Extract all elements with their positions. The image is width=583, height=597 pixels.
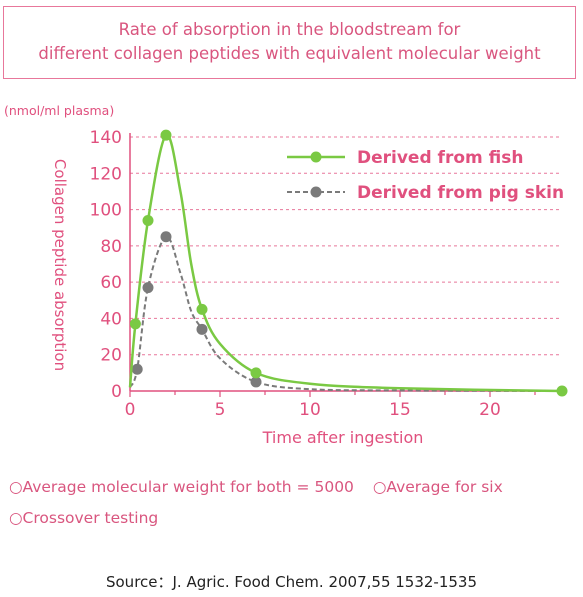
x-tick-label: 5 <box>215 400 226 420</box>
legend: Derived from fish Derived from pig skin <box>287 148 564 203</box>
chart-title-box: Rate of absorption in the bloodstream fo… <box>3 6 576 79</box>
legend-label-fish: Derived from fish <box>357 148 523 168</box>
axes <box>129 133 562 397</box>
data-point-fish <box>250 367 262 379</box>
data-point-pig-skin <box>131 363 143 375</box>
x-tick-label: 15 <box>389 400 411 420</box>
x-tick-label: 10 <box>299 400 321 420</box>
y-axis-title: Collagen peptide absorption <box>51 159 69 371</box>
y-tick-label: 120 <box>90 164 122 184</box>
data-point-pig-skin <box>142 282 154 294</box>
x-axis-title: Time after ingestion <box>262 428 424 447</box>
y-unit-label: (nmol/ml plasma) <box>4 103 114 118</box>
data-point-pig-skin <box>196 323 208 335</box>
absorption-line-chart: (nmol/ml plasma) Collagen peptide absorp… <box>4 103 568 447</box>
data-point-fish <box>160 129 172 141</box>
note-line-1: ○Average molecular weight for both = 500… <box>9 478 503 496</box>
x-tick-label: 0 <box>125 400 136 420</box>
data-point-fish <box>196 303 208 315</box>
note-molecular-weight: ○Average molecular weight for both = 500… <box>9 478 354 496</box>
y-tick-label: 0 <box>111 382 122 402</box>
x-tick-label: 20 <box>479 400 501 420</box>
y-tick-label: 60 <box>100 273 122 293</box>
data-point-fish <box>129 318 141 330</box>
chart-title-line-1: Rate of absorption in the bloodstream fo… <box>118 20 461 39</box>
legend-marker-pig-skin <box>310 186 322 198</box>
data-point-pig-skin <box>160 231 172 243</box>
series-line-pig-skin <box>129 235 563 392</box>
note-line-2: ○Crossover testing <box>9 509 158 527</box>
y-tick-label: 100 <box>90 201 122 221</box>
y-tick-labels: 0 20 40 60 80 100 120 140 <box>90 128 122 402</box>
chart-title-line-2: different collagen peptides with equival… <box>38 44 541 63</box>
series-line-fish <box>128 133 563 393</box>
source-citation: Source：J. Agric. Food Chem. 2007,55 1532… <box>105 573 478 591</box>
legend-marker-fish <box>310 151 322 163</box>
x-tick-labels: 0 5 10 15 20 <box>125 400 501 420</box>
y-tick-label: 20 <box>100 346 122 366</box>
series-layer <box>128 129 568 397</box>
y-tick-label: 140 <box>90 128 122 148</box>
data-point-fish <box>142 214 154 226</box>
grid-lines <box>130 136 562 356</box>
note-crossover: ○Crossover testing <box>9 509 159 527</box>
note-average: ○Average for six <box>372 478 503 496</box>
y-tick-label: 40 <box>100 309 122 329</box>
y-tick-label: 80 <box>100 237 122 257</box>
legend-label-pig-skin: Derived from pig skin <box>357 183 564 203</box>
data-point-pig-skin <box>250 376 262 388</box>
data-point-fish <box>556 385 568 397</box>
